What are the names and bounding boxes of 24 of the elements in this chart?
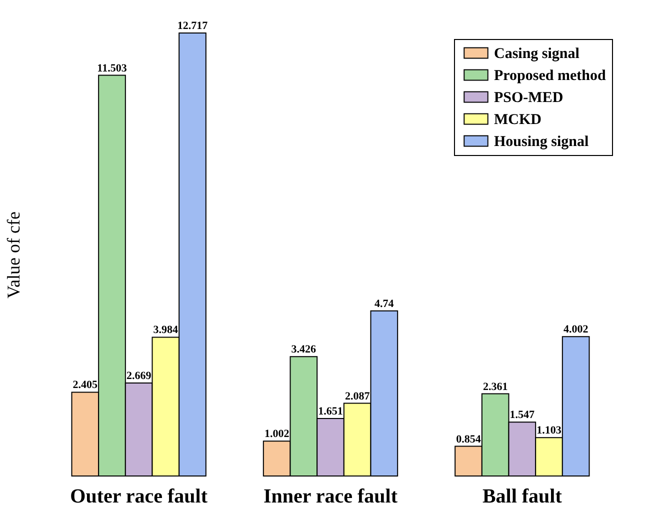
data-label: 1.103 [536,424,562,437]
data-label: 2.669 [126,370,152,382]
legend-label: Casing signal [494,46,580,62]
data-label: 1.651 [318,405,343,418]
legend-label: MCKD [494,112,542,128]
x-tick-label: Outer race fault [70,486,208,505]
data-label: 12.717 [177,20,208,32]
data-label: 1.002 [264,428,290,440]
data-label: 3.984 [153,324,179,336]
data-label: 0.854 [456,433,482,446]
x-tick-label: Ball fault [482,486,562,505]
legend-label: Proposed method [494,68,606,84]
data-label: 2.361 [482,380,508,393]
data-label: 2.405 [72,379,98,392]
legend-label: Housing signal [494,134,589,150]
data-label: 4.002 [563,324,589,336]
data-label: 2.087 [344,390,370,402]
data-label: 1.547 [510,409,536,422]
data-label: 3.426 [291,344,317,356]
x-tick-label: Inner race fault [263,486,398,505]
data-label: 4.74 [374,298,394,310]
data-label: 11.503 [97,62,128,74]
legend-label: PSO-MED [494,90,564,106]
y-axis-title: Value of cfe [4,212,24,298]
